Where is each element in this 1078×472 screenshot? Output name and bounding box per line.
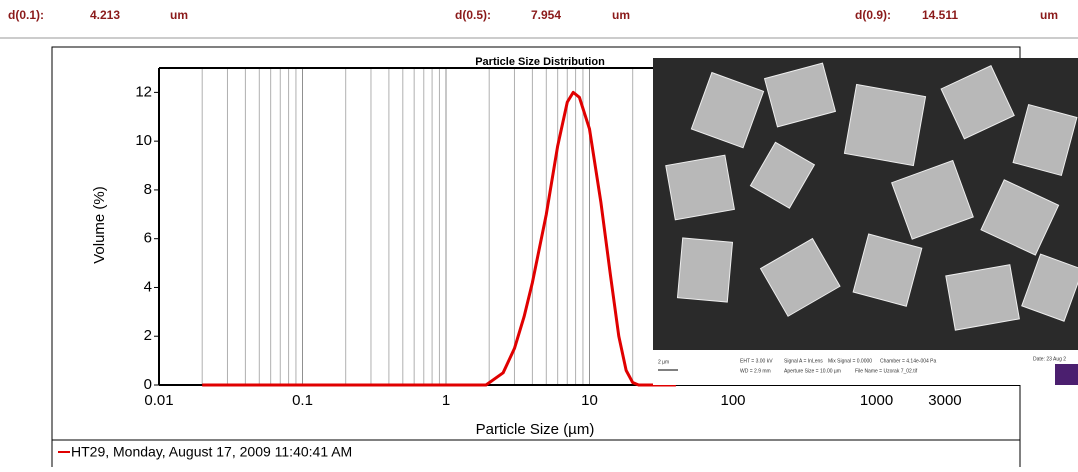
crystals [665,62,1078,331]
y-tick-label: 10 [135,132,152,149]
stat-value: 14.511 [922,8,958,22]
logo [1055,364,1078,385]
x-tick-label: 100 [720,392,745,409]
legend-label: HT29, Monday, August 17, 2009 11:40:41 A… [71,444,352,460]
info-bar [653,350,1078,385]
x-tick-label: 3000 [928,392,961,409]
y-tick-label: 2 [144,327,152,344]
y-axis-label: Volume (%) [91,186,108,264]
stat-value: 7.954 [531,8,561,22]
sem-image: 2 µm EHT = 3.00 kV Signal A = InLens Mix… [653,58,1078,385]
y-tick-label: 8 [144,181,152,198]
info-text: File Name = Uzorak 7_02.tif [855,368,918,374]
stat-label: d(0.5): [455,8,491,22]
series-line [202,90,676,387]
y-tick-label: 12 [135,83,152,100]
stat-unit: um [612,8,630,22]
stat-label: d(0.9): [855,8,891,22]
y-tick-label: 4 [144,278,152,295]
x-tick-label: 0.01 [144,392,173,409]
info-text: Date: 23 Aug 2 [1033,356,1066,362]
x-tick-label: 1 [442,392,450,409]
stat-unit: um [170,8,188,22]
info-text: WD = 2.9 mm [740,368,771,374]
x-tick-label: 1000 [860,392,893,409]
x-tick-label: 0.1 [292,392,313,409]
info-text: Signal A = InLens [784,358,823,364]
stat-value: 4.213 [90,8,120,22]
x-axis-label: Particle Size (µm) [476,421,595,438]
y-tick-label: 0 [144,376,152,393]
info-text: EHT = 3.00 kV [740,358,773,364]
info-text: Aperture Size = 10.00 µm [784,368,841,374]
stat-unit: um [1040,8,1058,22]
scale-text: 2 µm [658,359,669,365]
stat-label: d(0.1): [8,8,44,22]
info-text: Chamber = 4.14e-004 Pa [880,358,937,364]
info-text: Mix Signal = 0.0000 [828,358,872,364]
y-tick-label: 6 [144,230,152,247]
chart-title: Particle Size Distribution [475,56,605,68]
x-tick-label: 10 [581,392,598,409]
